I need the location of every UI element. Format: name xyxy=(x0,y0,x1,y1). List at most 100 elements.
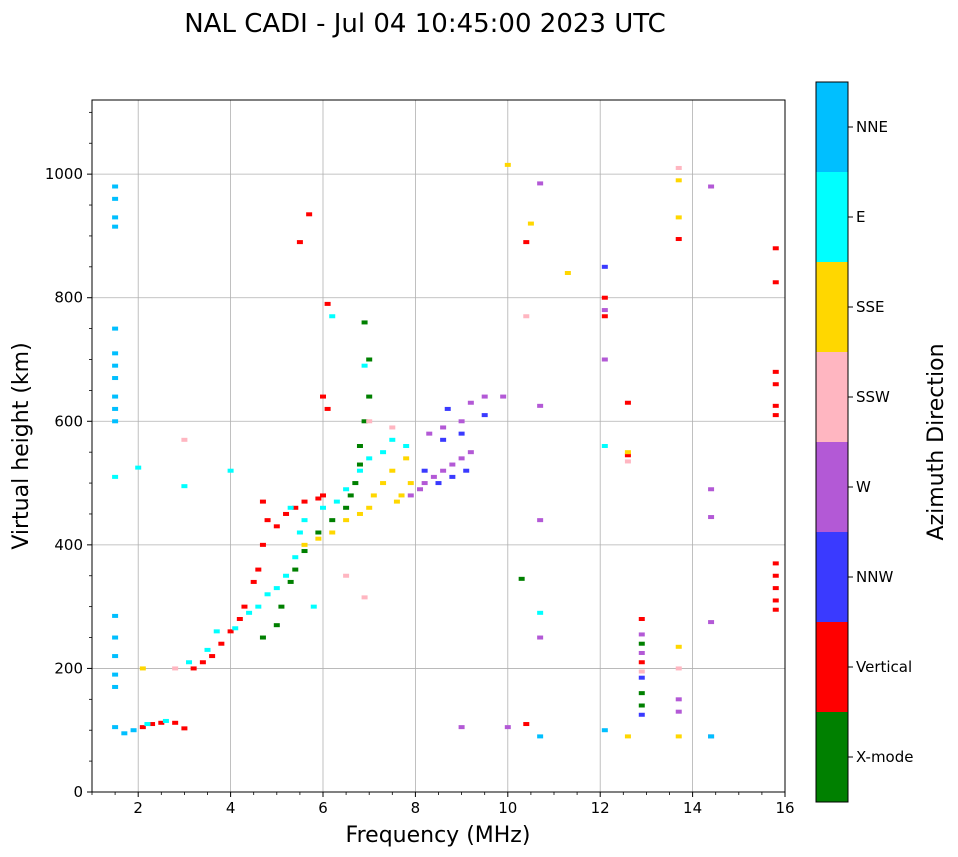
data-point xyxy=(190,666,197,671)
data-points xyxy=(112,162,779,739)
x-tick-label: 8 xyxy=(411,799,421,817)
data-point xyxy=(458,419,465,424)
grid-lines xyxy=(92,100,786,793)
data-point xyxy=(139,666,146,671)
data-point xyxy=(301,542,308,547)
data-point xyxy=(356,511,363,516)
data-point xyxy=(624,459,631,464)
series-e xyxy=(112,314,608,727)
series-x-mode xyxy=(259,320,645,708)
data-point xyxy=(481,394,488,399)
data-point xyxy=(112,613,119,618)
data-point xyxy=(112,394,119,399)
data-point xyxy=(259,542,266,547)
data-point xyxy=(772,246,779,251)
data-point xyxy=(273,586,280,591)
series-vertical xyxy=(139,212,779,731)
data-point xyxy=(310,604,317,609)
y-axis-label: Virtual height (km) xyxy=(9,342,34,549)
series-nnw xyxy=(421,264,645,717)
data-point xyxy=(601,728,608,733)
data-point xyxy=(403,444,410,448)
data-point xyxy=(343,487,350,492)
data-point xyxy=(398,493,405,498)
data-point xyxy=(772,280,779,285)
data-point xyxy=(430,474,437,479)
data-point xyxy=(361,320,368,325)
data-point xyxy=(296,530,303,535)
data-point xyxy=(250,579,257,584)
data-point xyxy=(527,221,534,226)
data-point xyxy=(463,468,470,473)
data-point xyxy=(708,620,715,625)
data-point xyxy=(772,586,779,591)
data-point xyxy=(638,712,645,717)
y-tick-label: 400 xyxy=(54,536,83,554)
data-point xyxy=(199,660,206,665)
data-point xyxy=(333,499,340,504)
data-point xyxy=(523,722,530,727)
data-point xyxy=(139,725,146,730)
data-point xyxy=(236,617,243,621)
x-ticks: 2 4 6 8 10 12 14 16 xyxy=(91,792,795,817)
data-point xyxy=(440,468,447,473)
data-point xyxy=(181,437,188,442)
data-point xyxy=(638,660,645,665)
data-point xyxy=(675,709,682,714)
x-tick-label: 6 xyxy=(318,799,328,817)
data-point xyxy=(675,644,682,649)
data-point xyxy=(112,419,119,424)
data-point xyxy=(112,196,119,201)
colorbar-label-item: NNE xyxy=(856,118,888,136)
y-tick-label: 800 xyxy=(54,289,83,307)
data-point xyxy=(537,403,544,408)
data-point xyxy=(389,437,396,442)
data-point xyxy=(467,450,474,455)
data-point xyxy=(440,437,447,442)
data-point xyxy=(112,684,119,689)
data-point xyxy=(772,369,779,374)
data-point xyxy=(232,626,239,631)
data-point xyxy=(389,425,396,430)
data-point xyxy=(144,722,151,727)
x-tick-label: 14 xyxy=(683,799,702,817)
data-point xyxy=(172,666,179,671)
data-point xyxy=(403,456,410,461)
data-point xyxy=(624,453,631,458)
data-point xyxy=(772,607,779,612)
data-point xyxy=(708,184,715,189)
data-point xyxy=(287,505,294,510)
data-point xyxy=(259,499,266,504)
data-point xyxy=(675,215,682,220)
data-point xyxy=(255,604,262,609)
data-point xyxy=(435,481,442,486)
data-point xyxy=(481,413,488,418)
data-point xyxy=(246,610,253,615)
data-point xyxy=(366,357,373,362)
data-point xyxy=(241,604,248,609)
data-point xyxy=(708,487,715,492)
colorbar-segment xyxy=(816,172,848,262)
y-tick-label: 0 xyxy=(73,783,83,801)
data-point xyxy=(315,536,322,541)
data-point xyxy=(675,666,682,671)
data-point xyxy=(504,162,511,167)
data-point xyxy=(356,468,363,473)
data-point xyxy=(772,561,779,566)
colorbar-segment xyxy=(816,82,848,172)
data-point xyxy=(675,734,682,739)
data-point xyxy=(329,518,336,523)
colorbar-segment xyxy=(816,532,848,622)
data-point xyxy=(537,635,544,640)
data-point xyxy=(301,499,308,504)
data-point xyxy=(287,579,294,584)
data-point xyxy=(675,697,682,702)
data-point xyxy=(301,518,308,523)
data-point xyxy=(708,734,715,739)
y-tick-label: 1000 xyxy=(45,165,83,183)
data-point xyxy=(638,641,645,646)
data-point xyxy=(306,212,313,217)
data-point xyxy=(356,462,363,467)
data-point xyxy=(329,530,336,535)
